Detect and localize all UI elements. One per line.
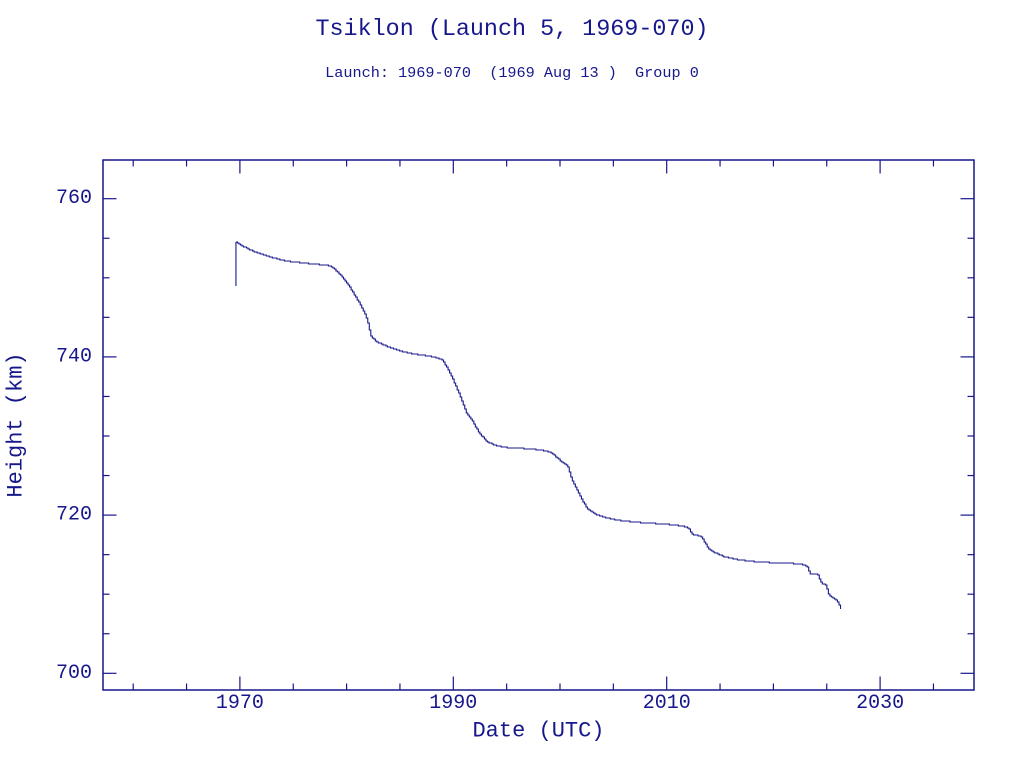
- svg-text:760: 760: [56, 187, 92, 210]
- svg-text:2010: 2010: [643, 692, 691, 715]
- svg-text:720: 720: [56, 504, 92, 527]
- svg-text:2030: 2030: [856, 692, 904, 715]
- svg-text:1970: 1970: [216, 692, 264, 715]
- svg-text:Date (UTC): Date (UTC): [472, 719, 604, 744]
- svg-text:1990: 1990: [429, 692, 477, 715]
- svg-text:700: 700: [56, 662, 92, 685]
- svg-text:740: 740: [56, 345, 92, 368]
- svg-text:Height (km): Height (km): [4, 352, 29, 497]
